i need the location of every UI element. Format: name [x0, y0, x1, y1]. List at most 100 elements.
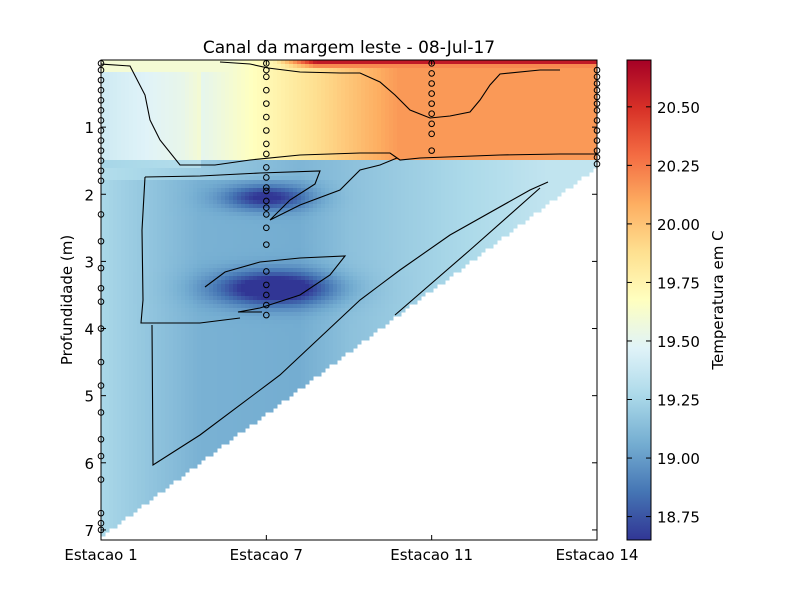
heat-cell — [417, 184, 422, 189]
heat-cell — [497, 160, 502, 165]
heat-cell — [237, 128, 242, 133]
heat-cell — [173, 112, 178, 117]
heat-cell — [313, 196, 318, 201]
heat-cell — [245, 220, 250, 225]
heat-cell — [481, 72, 486, 77]
heat-cell — [441, 152, 446, 157]
heat-cell — [317, 100, 322, 105]
heat-cell — [341, 172, 346, 177]
heat-cell — [457, 72, 462, 77]
heat-cell — [481, 192, 486, 197]
heat-cell — [141, 188, 146, 193]
heat-cell — [369, 156, 374, 161]
heat-cell — [201, 148, 206, 153]
heat-cell — [533, 112, 538, 117]
heat-cell — [137, 216, 142, 221]
heat-cell — [149, 168, 154, 173]
heat-cell — [201, 60, 206, 65]
heat-cell — [569, 128, 574, 133]
heat-cell — [161, 192, 166, 197]
heat-cell — [405, 176, 410, 181]
heat-cell — [277, 160, 282, 165]
heat-cell — [337, 96, 342, 101]
heat-cell — [181, 64, 186, 69]
heat-cell — [237, 180, 242, 185]
heat-cell — [197, 148, 202, 153]
heat-cell — [285, 156, 290, 161]
heat-cell — [461, 132, 466, 137]
heat-cell — [225, 152, 230, 157]
heat-cell — [573, 84, 578, 89]
heat-cell — [473, 196, 478, 201]
heat-cell — [209, 116, 214, 121]
heat-cell — [365, 184, 370, 189]
heat-cell — [501, 184, 506, 189]
heat-cell — [317, 156, 322, 161]
heat-cell — [281, 172, 286, 177]
heat-cell — [481, 204, 486, 209]
heat-cell — [273, 160, 278, 165]
heat-cell — [245, 136, 250, 141]
heat-cell — [141, 92, 146, 97]
heat-cell — [317, 140, 322, 145]
heat-cell — [541, 168, 546, 173]
heat-cell — [397, 176, 402, 181]
heat-cell — [489, 140, 494, 145]
heat-cell — [325, 176, 330, 181]
heat-cell — [409, 148, 414, 153]
heat-cell — [253, 96, 258, 101]
heat-cell — [121, 68, 126, 73]
heat-cell — [533, 136, 538, 141]
heat-cell — [325, 88, 330, 93]
heat-cell — [205, 120, 210, 125]
heat-cell — [581, 156, 586, 161]
heat-cell — [113, 216, 118, 221]
heat-cell — [133, 76, 138, 81]
heat-cell — [121, 172, 126, 177]
heat-cell — [461, 148, 466, 153]
heat-cell — [477, 172, 482, 177]
heat-cell — [117, 224, 122, 229]
heat-cell — [553, 180, 558, 185]
heat-cell — [433, 204, 438, 209]
heat-cell — [429, 180, 434, 185]
heat-cell — [397, 80, 402, 85]
heat-cell — [477, 220, 482, 225]
heat-cell — [513, 120, 518, 125]
heat-cell — [529, 140, 534, 145]
heat-cell — [181, 132, 186, 137]
heat-cell — [557, 168, 562, 173]
heat-cell — [225, 104, 230, 109]
heat-cell — [325, 160, 330, 165]
heat-cell — [333, 184, 338, 189]
heat-cell — [469, 200, 474, 205]
heat-cell — [277, 100, 282, 105]
heat-cell — [485, 216, 490, 221]
heat-cell — [233, 192, 238, 197]
heat-cell — [417, 160, 422, 165]
heat-cell — [321, 212, 326, 217]
heat-cell — [361, 200, 366, 205]
heat-cell — [289, 88, 294, 93]
heat-cell — [313, 176, 318, 181]
heat-cell — [221, 104, 226, 109]
heat-cell — [153, 160, 158, 165]
heat-cell — [305, 96, 310, 101]
heat-cell — [293, 68, 298, 73]
heat-cell — [409, 212, 414, 217]
heat-cell — [537, 148, 542, 153]
heat-cell — [381, 84, 386, 89]
heat-cell — [193, 188, 198, 193]
heat-cell — [161, 104, 166, 109]
heat-cell — [189, 100, 194, 105]
heat-cell — [169, 192, 174, 197]
heat-cell — [293, 96, 298, 101]
heat-cell — [501, 176, 506, 181]
heat-cell — [253, 136, 258, 141]
heat-cell — [321, 200, 326, 205]
heat-cell — [413, 144, 418, 149]
heat-cell — [345, 68, 350, 73]
heat-cell — [169, 88, 174, 93]
heat-cell — [345, 184, 350, 189]
heat-cell — [497, 184, 502, 189]
